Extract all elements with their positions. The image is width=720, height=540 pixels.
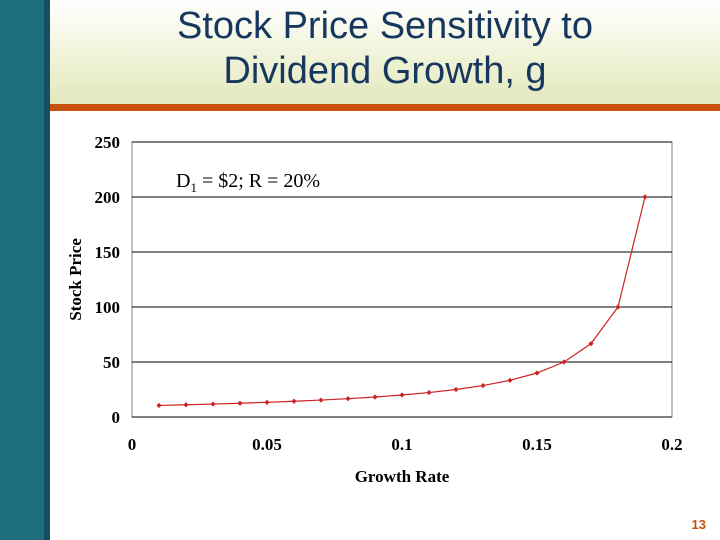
data-point [561, 359, 567, 365]
data-point [615, 304, 621, 310]
data-point [264, 399, 270, 405]
data-point [345, 396, 351, 402]
data-point [237, 400, 243, 406]
y-tick-label: 100 [95, 298, 121, 317]
data-point [642, 194, 648, 200]
data-point [399, 392, 405, 398]
data-point [426, 389, 432, 396]
title-line-1: Stock Price Sensitivity to [176, 5, 594, 47]
series-line [158, 196, 646, 407]
data-point [318, 397, 324, 403]
y-tick-label: 0 [112, 408, 121, 427]
y-tick-label: 200 [95, 188, 121, 207]
x-tick-label: 0.15 [522, 435, 552, 454]
x-tick-label: 0.2 [661, 435, 682, 454]
y-tick-label: 150 [95, 243, 121, 262]
x-axis-title: Growth Rate [355, 467, 450, 486]
data-point [507, 377, 513, 383]
data-point [480, 382, 486, 389]
header-band [50, 0, 720, 104]
title-line-2: Dividend Growth, g [223, 50, 547, 92]
y-axis-title: Stock Price [66, 238, 85, 321]
x-tick-label: 0 [128, 435, 137, 454]
data-point [453, 386, 459, 393]
y-tick-label: 250 [95, 133, 121, 152]
title-divider [50, 104, 720, 111]
data-point [156, 402, 162, 409]
data-point [372, 394, 378, 400]
y-tick-label: 50 [103, 353, 120, 372]
sidebar-edge [44, 0, 50, 540]
data-point [291, 398, 297, 404]
x-tick-label: 0.1 [391, 435, 412, 454]
slide-title: Stock Price Sensitivity to Dividend Grow… [50, 4, 720, 94]
sidebar-accent-bar [0, 0, 44, 540]
page-number: 13 [691, 517, 706, 532]
line-chart: 0 50 100 150 200 250 0 0.05 0.1 0.15 0.2 Growth Rat… [66, 133, 683, 486]
annotation-d: D [176, 170, 191, 192]
data-point [210, 401, 216, 407]
annotation-subscript: 1 [190, 180, 197, 195]
x-tick-label: 0.05 [252, 435, 282, 454]
data-point [183, 402, 189, 408]
chart-container: 0 50 100 150 200 250 0 0.05 0.1 0.15 0.2 Growth Rat… [62, 122, 702, 502]
annotation-rest: = $2; R = 20% [196, 170, 321, 192]
data-point [534, 370, 540, 376]
chart-annotation: D1 = $2; R = 20% [176, 170, 320, 196]
